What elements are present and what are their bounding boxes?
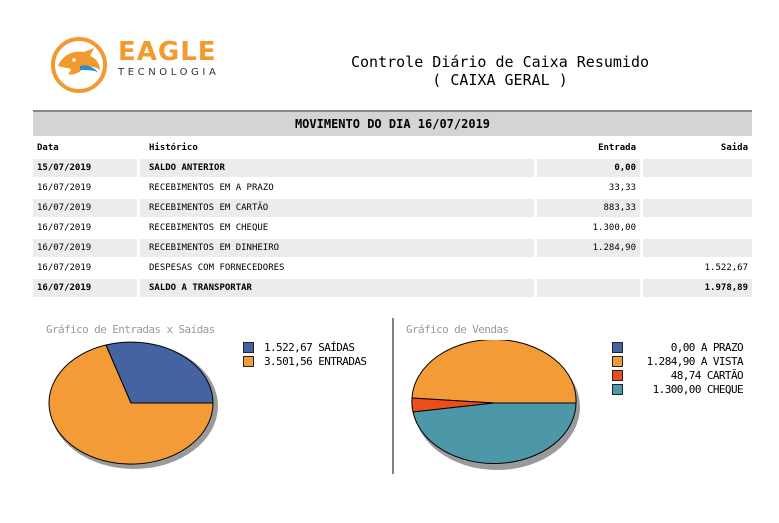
row-in: 33,33 — [608, 183, 636, 193]
table-header: Data Histórico Entrada Saida — [33, 138, 752, 158]
row-date: 16/07/2019 — [37, 183, 92, 193]
table-row: 15/07/2019 SALDO ANTERIOR 0,00 — [33, 158, 752, 178]
row-history: RECEBIMENTOS EM DINHEIRO — [140, 239, 534, 257]
column-header-in: Entrada — [598, 143, 636, 153]
row-out: 1.522,67 — [704, 263, 748, 273]
table-row: 16/07/2019 DESPESAS COM FORNECEDORES 1.5… — [33, 258, 752, 278]
row-in — [537, 279, 640, 297]
row-date: 16/07/2019 — [33, 239, 137, 257]
chart-title-entries-exits: Gráfico de Entradas x Saídas — [46, 323, 215, 336]
legend-swatch-icon — [243, 341, 254, 353]
table-row: 16/07/2019 SALDO A TRANSPORTAR 1.978,89 — [33, 278, 752, 298]
charts-divider — [392, 318, 394, 474]
row-in: 1.300,00 — [592, 223, 636, 233]
pie-chart-sales — [411, 340, 580, 470]
row-in — [537, 259, 640, 277]
table-row: 16/07/2019 RECEBIMENTOS EM A PRAZO 33,33 — [33, 178, 752, 198]
legend-label: 0,00 A PRAZO — [670, 340, 744, 354]
movement-band-title: MOVIMENTO DO DIA 16/07/2019 — [33, 110, 752, 136]
row-date: 15/07/2019 — [33, 159, 137, 177]
chart-title-sales: Gráfico de Vendas — [406, 323, 509, 336]
row-history: RECEBIMENTOS EM CHEQUE — [149, 223, 269, 233]
row-date: 16/07/2019 — [37, 263, 92, 273]
legend-item-cheque: 1.300,00 CHEQUE — [612, 382, 744, 396]
table-row: 16/07/2019 RECEBIMENTOS EM CARTÃO 883,33 — [33, 198, 752, 218]
row-out: 1.978,89 — [643, 279, 752, 297]
row-in: 883,33 — [537, 199, 640, 217]
row-in: 0,00 — [537, 159, 640, 177]
legend-sales: 0,00 A PRAZO 1.284,90 A VISTA 48,74 CART… — [612, 340, 744, 396]
legend-item-cartao: 48,74 CARTÃO — [612, 368, 744, 382]
pie-slice-saidas — [105, 341, 214, 404]
table-row: 16/07/2019 RECEBIMENTOS EM DINHEIRO 1.28… — [33, 238, 752, 258]
column-header-history: Histórico — [149, 143, 198, 153]
pie-slices-sales — [411, 340, 577, 464]
row-out — [643, 159, 752, 177]
row-out — [643, 199, 752, 217]
row-date: 16/07/2019 — [33, 279, 137, 297]
legend-label: 1.522,67 SAÍDAS — [264, 340, 355, 354]
logo-brand: EAGLE — [118, 37, 217, 67]
report-subtitle: ( CAIXA GERAL ) — [432, 71, 568, 89]
legend-item-entradas: 3.501,56 ENTRADAS — [243, 354, 367, 368]
row-date: 16/07/2019 — [33, 199, 137, 217]
legend-swatch-icon — [612, 355, 623, 367]
company-logo: EAGLE TECNOLOGIA — [50, 36, 230, 94]
row-in: 1.284,90 — [537, 239, 640, 257]
pie-slice-entradas — [48, 344, 214, 465]
pie-slices-entries-exits — [48, 341, 214, 465]
pie-slice-cheque — [412, 402, 577, 464]
legend-label: 3.501,56 ENTRADAS — [264, 354, 367, 368]
row-out — [643, 179, 752, 197]
legend-label: 1.284,90 A VISTA — [646, 354, 744, 368]
legend-label: 1.300,00 CHEQUE — [652, 382, 744, 396]
legend-swatch-icon — [612, 383, 623, 395]
legend-entries-exits: 1.522,67 SAÍDAS 3.501,56 ENTRADAS — [243, 340, 367, 368]
table-row: 16/07/2019 RECEBIMENTOS EM CHEQUE 1.300,… — [33, 218, 752, 238]
legend-item-a-prazo: 0,00 A PRAZO — [612, 340, 744, 354]
row-history: RECEBIMENTOS EM CARTÃO — [140, 199, 534, 217]
legend-swatch-icon — [612, 341, 623, 353]
row-out — [643, 239, 752, 257]
column-header-date: Data — [37, 143, 59, 153]
pie-slice-a-vista — [411, 340, 577, 404]
legend-swatch-icon — [612, 369, 623, 381]
movement-table: MOVIMENTO DO DIA 16/07/2019 Data Históri… — [33, 110, 752, 298]
row-history: DESPESAS COM FORNECEDORES — [149, 263, 285, 273]
row-history: SALDO A TRANSPORTAR — [140, 279, 534, 297]
eagle-logo-icon — [51, 37, 107, 93]
legend-label: 48,74 CARTÃO — [670, 368, 744, 382]
row-date: 16/07/2019 — [37, 223, 92, 233]
legend-item-a-vista: 1.284,90 A VISTA — [612, 354, 744, 368]
column-header-out: Saida — [720, 143, 748, 153]
legend-swatch-icon — [243, 355, 254, 367]
row-history: SALDO ANTERIOR — [140, 159, 534, 177]
report-title: Controle Diário de Caixa Resumido — [350, 53, 649, 71]
logo-subtitle: TECNOLOGIA — [118, 67, 220, 78]
pie-chart-entries-exits — [48, 341, 218, 469]
row-history: RECEBIMENTOS EM A PRAZO — [149, 183, 274, 193]
legend-item-saidas: 1.522,67 SAÍDAS — [243, 340, 366, 354]
row-out — [643, 219, 752, 237]
